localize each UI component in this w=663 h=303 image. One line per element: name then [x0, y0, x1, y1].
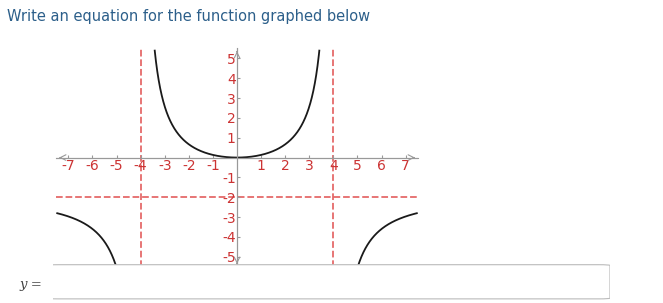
- Text: y =: y =: [20, 278, 43, 291]
- FancyBboxPatch shape: [48, 265, 610, 299]
- Text: Write an equation for the function graphed below: Write an equation for the function graph…: [7, 9, 370, 24]
